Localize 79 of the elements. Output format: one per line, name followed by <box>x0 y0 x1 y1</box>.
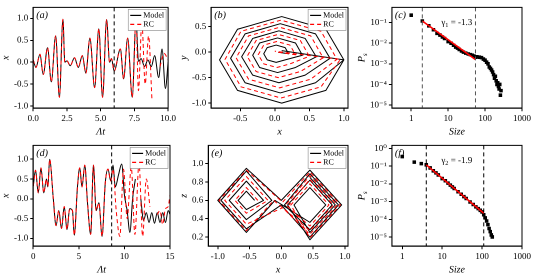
x-tick-label: 2.5 <box>61 112 74 123</box>
legend-label: Model <box>143 10 165 20</box>
y-tick-label: 1.0 <box>16 154 29 164</box>
x-tick-label: 10 <box>444 112 454 123</box>
x-axis-title: Λt <box>95 126 106 138</box>
x-tick-label: 0.5 <box>307 250 320 261</box>
x-tick-label: 1 <box>408 112 414 123</box>
x-tick-label: -1.0 <box>210 250 226 261</box>
x-axis-title: Λt <box>96 264 106 276</box>
x-tick-label: 1000 <box>513 112 532 123</box>
x-tick-label: 15 <box>166 250 175 261</box>
x-tick-label: 1 <box>400 250 404 261</box>
y-tick-label: 10⁻² <box>370 38 388 48</box>
y-tick-label: 1.0 <box>16 12 29 23</box>
x-tick-label: 1.0 <box>339 250 351 261</box>
y-tick-label: 10⁻² <box>370 178 388 188</box>
y-tick-label: 10⁻⁵ <box>370 231 387 242</box>
x-tick-label: 5 <box>76 250 82 261</box>
y-tick-label: 0.2 <box>192 231 204 242</box>
y-tick-label: 0.0 <box>16 193 29 204</box>
y-tick-label: 0.4 <box>192 213 204 224</box>
legend-label: RC <box>323 19 334 28</box>
annotation: (b) <box>214 10 227 22</box>
x-tick-label: -0.5 <box>242 250 258 261</box>
x-tick-label: 0.0 <box>269 112 281 123</box>
legend-label: Model <box>323 148 345 158</box>
x-tick-label: 0.0 <box>276 250 288 261</box>
y-tick-label: -1.0 <box>192 97 207 108</box>
y-tick-label: -0.5 <box>192 72 207 82</box>
x-axis-title: Size <box>448 264 466 276</box>
y-tick-label: 0.5 <box>194 21 207 32</box>
y-axis-title: y <box>178 55 190 62</box>
y-tick-label: 0.8 <box>192 176 204 186</box>
y-axis-title: x <box>0 55 12 62</box>
x-axis-title: x <box>276 126 282 138</box>
legend-label: Model <box>145 148 167 158</box>
x-tick-label: 100 <box>475 250 490 261</box>
y-tick-label: 10⁻³ <box>370 196 388 206</box>
legend-label: Model <box>323 10 345 20</box>
y-tick-label: 10⁻³ <box>370 58 388 68</box>
y-tick-label: -1.0 <box>14 100 29 110</box>
x-tick-label: 7.5 <box>128 112 141 123</box>
y-tick-label: 10⁻¹ <box>370 160 388 171</box>
annotation: (e) <box>211 148 224 160</box>
y-tick-label: 10⁻⁴ <box>370 78 387 89</box>
y-tick-label: -0.5 <box>14 78 29 88</box>
y-tick-label: 0.5 <box>16 34 29 45</box>
x-tick-label: 1.0 <box>338 112 350 123</box>
legend-label: RC <box>145 157 156 166</box>
x-tick-label: 0 <box>30 250 36 261</box>
y-tick-label: -1.0 <box>14 232 29 243</box>
x-tick-label: 0.5 <box>304 112 316 123</box>
x-tick-label: 10 <box>120 250 130 261</box>
y-tick-label: 0.0 <box>16 56 29 67</box>
x-tick-label: -0.5 <box>233 112 248 123</box>
x-tick-label: 1000 <box>513 250 532 261</box>
y-tick-label: 0.5 <box>16 173 29 184</box>
y-tick-label: 10⁻⁵ <box>370 99 387 110</box>
y-tick-label: 0.6 <box>192 194 204 205</box>
y-tick-label: 0.0 <box>194 46 207 57</box>
y-tick-label: 1.0 <box>192 158 204 168</box>
y-axis-title: x <box>0 193 12 200</box>
y-tick-label: 10⁻¹ <box>370 17 388 28</box>
x-tick-label: 10.0 <box>160 112 176 123</box>
legend-label: RC <box>143 19 154 28</box>
x-axis-title: Size <box>448 126 466 138</box>
y-tick-label: 10⁰ <box>374 142 388 153</box>
legend-label: RC <box>323 157 334 166</box>
x-tick-label: 10 <box>438 250 448 261</box>
y-tick-label: 10⁻⁴ <box>370 214 387 224</box>
x-axis-title: x <box>274 264 281 276</box>
annotation: (c) <box>394 10 407 22</box>
annotation: (d) <box>36 148 49 160</box>
x-tick-label: 5.0 <box>95 112 107 123</box>
annotation: (a) <box>36 10 49 22</box>
x-tick-label: 0.0 <box>28 112 40 123</box>
x-tick-label: 100 <box>478 112 492 123</box>
y-axis-title: z <box>178 194 190 199</box>
y-tick-label: -0.5 <box>14 212 29 223</box>
